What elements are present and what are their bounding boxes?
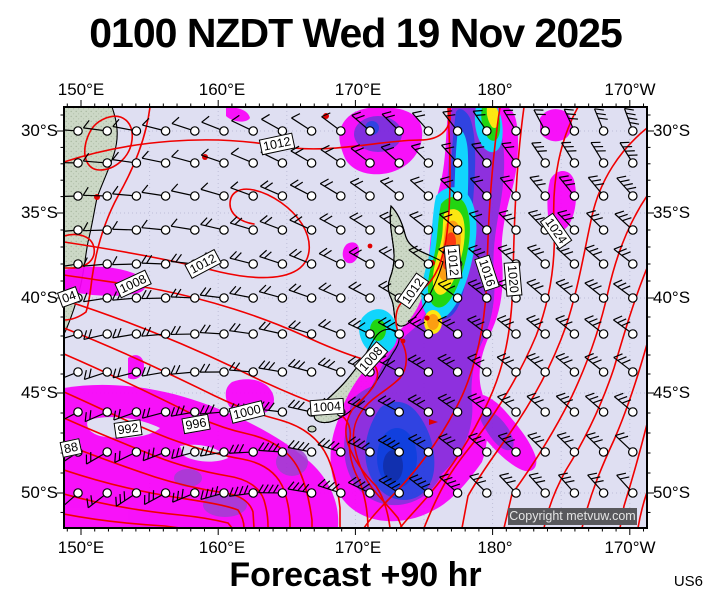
axis-label-bottom-160e: 160°E xyxy=(198,538,246,557)
axis-label-bottom-170e: 170°E xyxy=(334,538,382,557)
axis-label-top-170e: 170°E xyxy=(334,80,382,99)
axis-label-top-170w: 170°W xyxy=(604,80,656,99)
isobar-label-1004: 1004 xyxy=(309,397,345,417)
axis-ticks xyxy=(57,100,654,535)
axis-label-top-160e: 160°E xyxy=(198,80,246,99)
wind-barbs xyxy=(64,107,640,509)
copyright-watermark: Copyright metvuw.com xyxy=(508,508,637,525)
axis-label-right-30s: 30°S xyxy=(653,121,691,140)
axis-label-right-40s: 40°S xyxy=(653,288,691,307)
axis-label-bottom-170w: 170°W xyxy=(604,538,656,557)
axis-label-right-35s: 35°S xyxy=(653,203,691,222)
axis-label-bottom-180: 180° xyxy=(477,538,513,557)
axis-label-top-180: 180° xyxy=(477,80,513,99)
isobar-lines xyxy=(64,107,647,528)
axis-label-left-45s: 45°S xyxy=(20,383,58,402)
stewart-island xyxy=(307,425,317,433)
axis-label-left-40s: 40°S xyxy=(20,288,58,307)
isobar-label-1020: 1020 xyxy=(503,261,523,297)
axis-label-left-35s: 35°S xyxy=(20,203,58,222)
axis-label-right-45s: 45°S xyxy=(653,383,691,402)
axis-label-left-50s: 50°S xyxy=(20,483,58,502)
model-code: US6 xyxy=(673,573,703,590)
forecast-hour-label: Forecast +90 hr xyxy=(229,556,482,594)
axis-label-right-50s: 50°S xyxy=(653,483,691,502)
chart-title: 0100 NZDT Wed 19 Nov 2025 xyxy=(89,10,623,56)
axis-label-left-30s: 30°S xyxy=(20,121,58,140)
axis-label-top-150e: 150°E xyxy=(57,80,105,99)
isobar-label-1012-d: 1012 xyxy=(443,244,463,280)
axis-label-bottom-150e: 150°E xyxy=(57,538,105,557)
